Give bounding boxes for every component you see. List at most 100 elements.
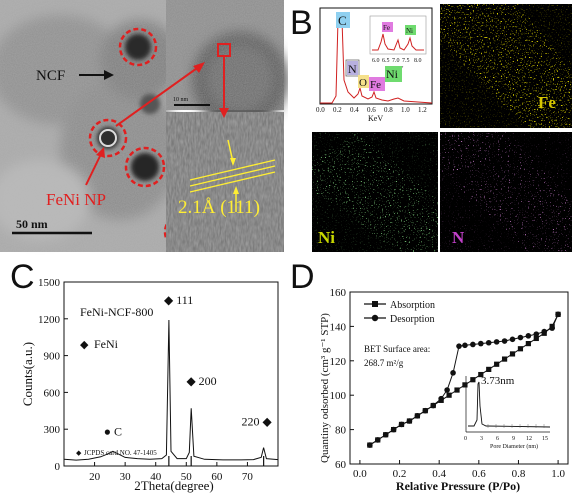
xrd-ylabel: Counts(a.u.) [20, 342, 35, 406]
eds-fe-tag [369, 77, 385, 91]
iso-absorption-point [486, 366, 492, 372]
svg-text:3: 3 [480, 436, 483, 442]
xrd-x-tick-label: 70 [242, 471, 254, 483]
iso-desorption-point [509, 336, 516, 343]
map-fe: Fe [440, 4, 572, 128]
iso-desorption-point [398, 421, 405, 428]
iso-absorption-point [494, 361, 500, 367]
iso-absorption-point [470, 377, 476, 383]
svg-text:6: 6 [496, 436, 499, 442]
lattice-fringe-lines [189, 159, 276, 193]
iso-x-tick-label: 0.0 [353, 468, 367, 480]
iso-absorption-point [509, 351, 516, 357]
eds-xlabel: KeV [368, 114, 383, 123]
iso-desorption-point [450, 370, 456, 376]
iso-desorption-point [493, 339, 500, 345]
svg-text:12: 12 [526, 436, 532, 442]
panel-c-letter: C [10, 258, 35, 296]
panel-d: D Quantiny odsorbed (cm³ g⁻¹ STP) Relati… [288, 256, 576, 498]
xrd-peak-label-220: 220 ◆ [241, 415, 272, 429]
lattice-spacing-label: 2.1Å (111) [178, 197, 260, 218]
iso-x-tick-label: 0.2 [393, 468, 407, 480]
eds-spectrum: Fe Ni 6.0 6.5 7.0 7.5 8.0 KeV C N O Fe N… [316, 7, 433, 123]
map-n-label: N [452, 228, 465, 247]
eds-inset-fe-tag [382, 22, 393, 32]
iso-x-tick-label: 0.6 [472, 468, 486, 480]
svg-text:9: 9 [512, 436, 515, 442]
svg-text:6.5: 6.5 [382, 58, 390, 64]
xrd-y-tick-label: 1200 [38, 314, 61, 326]
iso-legend-desorption: Desorption [390, 314, 434, 325]
xrd-plot-frame [63, 281, 279, 467]
iso-desorption-point [422, 407, 429, 414]
iso-absorption-point [501, 356, 508, 362]
eds-ni-label: Ni [386, 67, 399, 81]
xrd-x-tick-label: 50 [181, 471, 193, 483]
xrd-y-tick-label: 300 [44, 424, 61, 436]
pore-inset-ticks: 0 3 6 9 12 15 [464, 436, 548, 442]
pore-inset-markers [487, 424, 545, 428]
xrd-x-tick-label: 40 [150, 471, 162, 483]
eds-inset-ticks: 6.0 6.5 7.0 7.5 8.0 [372, 58, 422, 64]
iso-desorption-point [462, 342, 468, 349]
iso-legend-absorption: Absorption [390, 300, 435, 311]
xrd-card-diamond: ◆ [76, 449, 82, 457]
svg-text:6.0: 6.0 [372, 58, 380, 64]
iso-desorption-point [549, 325, 555, 331]
bet-label-line1: BET Surface area: [364, 344, 430, 354]
iso-desorption-point [470, 341, 476, 348]
iso-y-tick-label: 140 [330, 321, 347, 333]
svg-text:7.5: 7.5 [402, 58, 410, 64]
iso-absorption-point [533, 335, 539, 342]
iso-absorption-point [525, 341, 531, 347]
iso-ylabel: Quantiny odsorbed (cm³ g⁻¹ STP) [319, 313, 331, 463]
panel-d-letter: D [290, 258, 315, 296]
svg-text:0.8: 0.8 [384, 106, 393, 114]
xrd-y-tick-label: 1500 [38, 277, 61, 289]
xrd-peak-label-111: ◆ 111 [164, 293, 193, 307]
iso-desorption-point [555, 311, 561, 318]
eds-o-tag [358, 75, 369, 88]
xrd-x-tick-label: 30 [120, 471, 132, 483]
eds-c-label: C [338, 13, 347, 28]
iso-desorption-point [444, 387, 450, 393]
iso-desorption-point [390, 426, 397, 433]
iso-absorption-point [462, 382, 468, 388]
eds-inset-fe-label: Fe [383, 24, 390, 32]
svg-text:1.0: 1.0 [401, 106, 410, 114]
panel-b-figure: Fe Ni 6.0 6.5 7.0 7.5 8.0 KeV C N O Fe N… [312, 4, 572, 252]
svg-text:8.0: 8.0 [414, 58, 422, 64]
iso-y-tick-label: 120 [330, 356, 347, 368]
xrd-y-tick-label: 0 [55, 461, 61, 473]
eds-ni-tag [385, 66, 402, 82]
xrd-legend: FeNi [94, 337, 119, 351]
panel-c: C Counts(a.u.) 2Theta(degree) FeNi-NCF-8… [0, 256, 288, 498]
np-highlight-2 [88, 118, 128, 158]
xrd-y-tick-label: 900 [44, 351, 61, 363]
iso-desorption-point [517, 334, 524, 341]
iso-y-tick-label: 160 [330, 287, 347, 299]
iso-x-tick-label: 1.0 [551, 468, 565, 480]
svg-text:0.2: 0.2 [333, 106, 342, 114]
eds-n-label: N [348, 62, 357, 76]
eds-fe-label: Fe [370, 79, 381, 91]
isotherm-chart: Quantiny odsorbed (cm³ g⁻¹ STP) Relative… [319, 287, 569, 493]
np-highlight-3 [124, 146, 166, 188]
iso-x-tick-label: 0.4 [432, 468, 446, 480]
iso-y-tick-label: 60 [335, 459, 347, 471]
iso-desorption-point [382, 431, 389, 438]
pore-size-inset: 0 3 6 9 12 15 Pore Diameter (nm) 3.73nm [464, 375, 551, 450]
xrd-reference-card: JCPDS card NO. 47-1405 [84, 449, 157, 457]
xrd-x-tick-label: 20 [89, 471, 101, 483]
svg-text:0.4: 0.4 [350, 106, 359, 114]
svg-text:1.2: 1.2 [418, 106, 427, 114]
svg-text:0: 0 [464, 436, 467, 442]
pore-peak-label: 3.73nm [481, 375, 515, 387]
panel-a-tem-figure: 10 nm 2.1Å (111) NCF FeNi NP 50 nm [0, 0, 288, 252]
xrd-x-tick-label: 60 [211, 471, 223, 483]
iso-desorption-point [414, 413, 421, 419]
iso-desorption-point [456, 343, 462, 349]
xrd-y-tick-label: 600 [44, 387, 61, 399]
svg-text:15: 15 [542, 436, 548, 442]
iso-absorption-point [517, 346, 524, 352]
